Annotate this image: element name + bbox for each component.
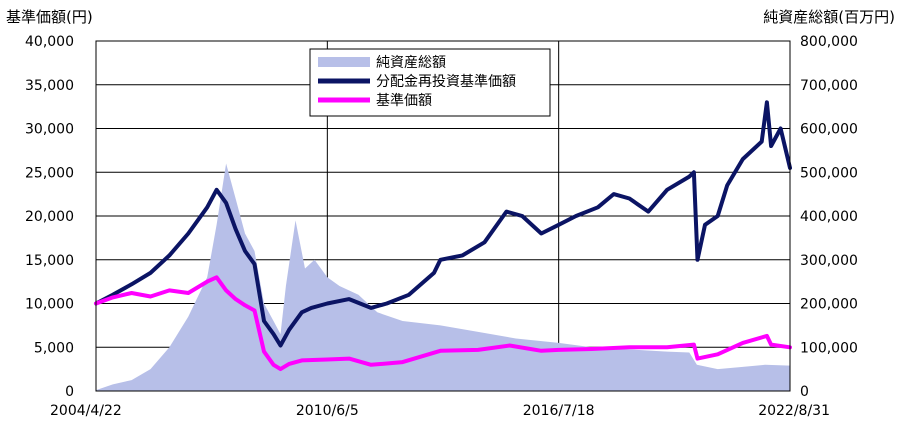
right-tick-label: 300,000 bbox=[800, 253, 858, 269]
legend: 純資産総額 分配金再投資基準価額 基準価額 bbox=[309, 48, 551, 117]
right-tick-label: 700,000 bbox=[800, 78, 858, 94]
x-tick-label: 2004/4/22 bbox=[50, 403, 122, 419]
left-tick-label: 20,000 bbox=[25, 209, 74, 225]
left-axis-ticks: 0 5,000 10,000 15,000 20,000 25,000 30,000 35,0… bbox=[25, 34, 74, 400]
left-axis-title: 基準価額(円) bbox=[6, 8, 93, 26]
x-tick-label: 2022/8/31 bbox=[758, 403, 830, 419]
left-tick-label: 35,000 bbox=[25, 78, 74, 94]
left-tick-label: 40,000 bbox=[25, 34, 74, 50]
left-tick-label: 25,000 bbox=[25, 165, 74, 181]
right-tick-label: 800,000 bbox=[800, 34, 858, 50]
right-axis-title: 純資産総額(百万円) bbox=[763, 8, 895, 26]
left-tick-label: 5,000 bbox=[34, 340, 74, 356]
left-tick-label: 0 bbox=[65, 384, 74, 400]
left-tick-label: 30,000 bbox=[25, 122, 74, 138]
legend-swatch-net-assets bbox=[318, 57, 370, 67]
left-tick-label: 10,000 bbox=[25, 297, 74, 313]
right-tick-label: 500,000 bbox=[800, 165, 858, 181]
right-tick-label: 600,000 bbox=[800, 122, 858, 138]
right-tick-label: 100,000 bbox=[800, 340, 858, 356]
net-assets-area-layer bbox=[96, 163, 790, 391]
right-tick-label: 0 bbox=[800, 384, 809, 400]
series-line-nav bbox=[94, 275, 792, 372]
legend-label-net-assets: 純資産総額 bbox=[376, 55, 446, 71]
legend-label-reinvested-nav: 分配金再投資基準価額 bbox=[376, 73, 516, 90]
series-area-net-assets bbox=[96, 163, 790, 391]
x-tick-label: 2010/6/5 bbox=[296, 403, 359, 419]
plot-frame bbox=[95, 40, 791, 392]
right-tick-label: 400,000 bbox=[800, 209, 858, 225]
price-lines-layer bbox=[94, 100, 792, 372]
left-tick-label: 15,000 bbox=[25, 253, 74, 269]
series-line-reinvested-nav bbox=[94, 100, 792, 348]
right-tick-label: 200,000 bbox=[800, 297, 858, 313]
x-axis-ticks: 2004/4/22 2010/6/5 2016/7/18 2022/8/31 bbox=[50, 403, 830, 419]
legend-label-nav: 基準価額 bbox=[376, 92, 432, 109]
right-axis-ticks: 0 100,000 200,000 300,000 400,000 500,000 600,… bbox=[800, 34, 858, 400]
x-tick-label: 2016/7/18 bbox=[523, 403, 595, 419]
